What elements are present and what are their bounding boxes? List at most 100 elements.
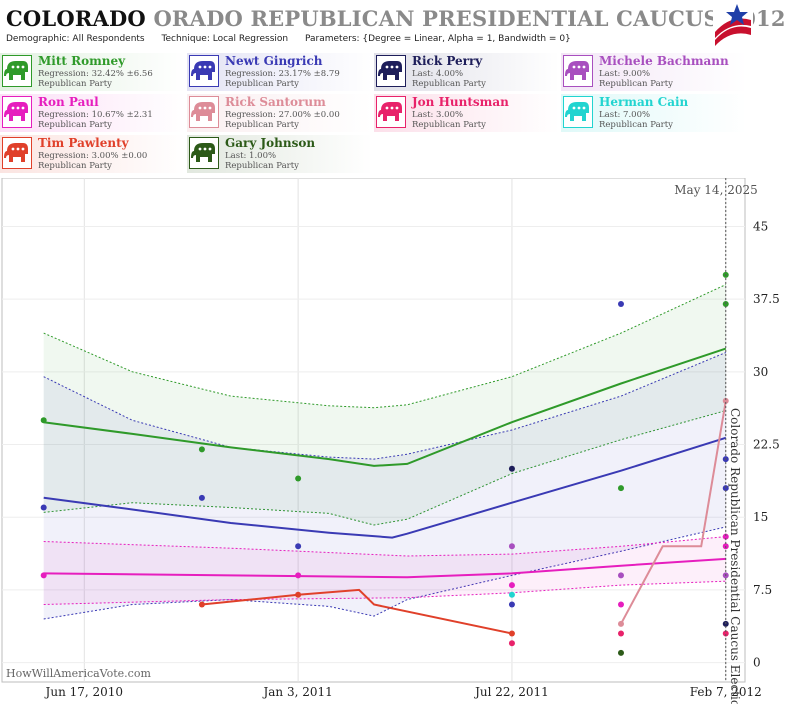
data-point xyxy=(40,572,47,579)
legend-item-johnson[interactable]: Gary Johnson Last: 1.00% Republican Part… xyxy=(187,135,373,173)
elephant-icon xyxy=(189,55,219,87)
candidate-stat: Regression: 23.17% ±8.79 xyxy=(225,69,340,79)
candidate-name: Gary Johnson xyxy=(225,136,316,150)
x-tick-label: Feb 7, 2012 xyxy=(690,685,762,699)
legend-item-paul[interactable]: Ron Paul Regression: 10.67% ±2.31 Republ… xyxy=(0,94,186,132)
elephant-icon xyxy=(189,137,219,169)
y-tick-label: 7.5 xyxy=(753,583,772,597)
candidate-name: Tim Pawlenty xyxy=(38,136,129,150)
confidence-band xyxy=(43,352,726,619)
legend-item-cain[interactable]: Herman Cain Last: 7.00% Republican Party xyxy=(561,94,747,132)
data-point xyxy=(198,494,205,501)
x-tick-label: Jul 22, 2011 xyxy=(473,685,549,699)
y-tick-label: 45 xyxy=(753,219,768,233)
lower-bound-line xyxy=(43,410,726,526)
data-point xyxy=(722,397,729,404)
y-tick-label: 30 xyxy=(753,365,768,379)
candidate-name: Rick Santorum xyxy=(225,95,326,109)
candidate-party: Republican Party xyxy=(38,120,112,130)
data-point xyxy=(617,601,624,608)
candidate-party: Republican Party xyxy=(599,79,673,89)
elephant-icon xyxy=(189,96,219,128)
candidate-name: Rick Perry xyxy=(412,54,483,68)
legend-item-huntsman[interactable]: Jon Huntsman Last: 3.00% Republican Part… xyxy=(374,94,560,132)
data-point xyxy=(295,572,302,579)
candidate-name: Jon Huntsman xyxy=(412,95,509,109)
candidate-party: Republican Party xyxy=(225,161,299,171)
candidate-name: Herman Cain xyxy=(599,95,689,109)
y-tick-label: 0 xyxy=(753,656,761,670)
parameters-line: Demographic: All Respondents Technique: … xyxy=(6,34,585,44)
series-line xyxy=(43,557,726,579)
poll-chart: Colorado Republican Presidential Caucus … xyxy=(1,177,780,708)
candidate-name: Michele Bachmann xyxy=(599,54,729,68)
data-point xyxy=(508,591,515,598)
series-line xyxy=(43,436,727,539)
elephant-icon xyxy=(2,137,32,169)
date-label: May 14, 2025 xyxy=(674,183,757,197)
y-tick-label: 15 xyxy=(753,510,768,524)
data-point xyxy=(295,591,302,598)
candidate-party: Republican Party xyxy=(599,120,673,130)
data-point xyxy=(198,446,205,453)
data-point xyxy=(508,543,515,550)
title-state: COLORADO xyxy=(6,6,146,31)
candidate-name: Mitt Romney xyxy=(38,54,126,68)
watermark-text: HowWillAmericaVote.com xyxy=(6,667,151,680)
elephant-icon xyxy=(2,96,32,128)
upper-bound-line xyxy=(43,284,727,409)
confidence-band xyxy=(43,284,726,525)
legend-item-perry[interactable]: Rick Perry Last: 4.00% Republican Party xyxy=(374,53,560,91)
legend-item-gingrich[interactable]: Newt Gingrich Regression: 23.17% ±8.79 R… xyxy=(187,53,373,91)
data-point xyxy=(40,504,47,511)
flag-logo-icon xyxy=(713,2,753,46)
legend-item-santorum[interactable]: Rick Santorum Regression: 27.00% ±0.00 R… xyxy=(187,94,373,132)
candidate-party: Republican Party xyxy=(412,79,486,89)
chart-area: Colorado Republican Presidential Caucus … xyxy=(0,177,789,708)
series-line xyxy=(620,400,727,625)
page-title: COLORADO ORADO REPUBLICAN PRESIDENTIAL C… xyxy=(6,6,786,31)
elephant-icon xyxy=(376,55,406,87)
data-point xyxy=(617,620,624,627)
series-line xyxy=(43,347,727,467)
legend-item-bachmann[interactable]: Michele Bachmann Last: 9.00% Republican … xyxy=(561,53,747,91)
legend-item-romney[interactable]: Mitt Romney Regression: 32.42% ±6.56 Rep… xyxy=(0,53,186,91)
data-point xyxy=(617,572,624,579)
data-point xyxy=(617,649,624,656)
data-point xyxy=(198,601,205,608)
data-point xyxy=(508,640,515,647)
elephant-icon xyxy=(563,96,593,128)
parameters-text: Parameters: {Degree = Linear, Alpha = 1,… xyxy=(305,34,571,44)
data-point xyxy=(722,485,729,492)
candidate-party: Republican Party xyxy=(38,79,112,89)
candidate-party: Republican Party xyxy=(225,120,299,130)
y-tick-label: 22.5 xyxy=(753,438,780,452)
legend-item-pawlenty[interactable]: Tim Pawlenty Regression: 3.00% ±0.00 Rep… xyxy=(0,135,186,173)
candidate-legend: Mitt Romney Regression: 32.42% ±6.56 Rep… xyxy=(0,53,789,175)
elephant-icon xyxy=(376,96,406,128)
candidate-stat: Last: 4.00% xyxy=(412,69,464,79)
candidate-stat: Last: 9.00% xyxy=(599,69,651,79)
data-point xyxy=(617,301,624,307)
candidate-stat: Last: 3.00% xyxy=(412,110,464,120)
data-point xyxy=(508,465,515,472)
data-point xyxy=(722,533,729,540)
series-line xyxy=(201,588,513,635)
data-point xyxy=(617,485,624,492)
data-point xyxy=(40,417,47,424)
candidate-stat: Regression: 10.67% ±2.31 xyxy=(38,110,153,120)
candidate-party: Republican Party xyxy=(38,161,112,171)
upper-bound-line xyxy=(43,536,726,557)
x-tick-label: Jan 3, 2011 xyxy=(261,685,332,699)
elephant-icon xyxy=(563,55,593,87)
upper-bound-line xyxy=(43,352,726,460)
technique-text: Technique: Local Regression xyxy=(161,34,289,44)
demographic-text: Demographic: All Respondents xyxy=(6,34,145,44)
candidate-name: Ron Paul xyxy=(38,95,99,109)
elephant-icon xyxy=(2,55,32,87)
y-tick-label: 37.5 xyxy=(753,292,780,306)
candidate-stat: Last: 1.00% xyxy=(225,151,277,161)
confidence-band xyxy=(43,536,726,605)
x-tick-label: Jun 17, 2010 xyxy=(44,685,124,699)
data-point xyxy=(508,582,515,589)
